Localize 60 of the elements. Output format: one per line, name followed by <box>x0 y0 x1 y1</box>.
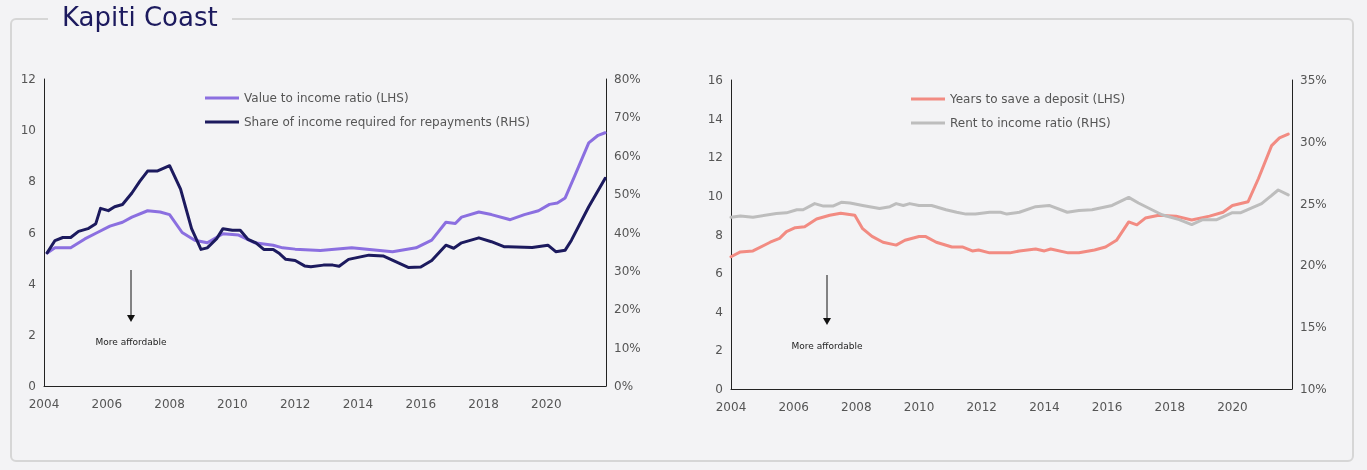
y-tick-label: 6 <box>715 266 723 281</box>
y2-tick-label: 15% <box>1300 320 1327 335</box>
x-tick-label: 2014 <box>342 397 374 411</box>
x-tick-label: 2006 <box>91 397 123 411</box>
x-tick-label: 2012 <box>279 397 311 411</box>
y2-tick-label: 60% <box>614 148 641 163</box>
y-tick-label: 0 <box>28 379 36 393</box>
y2-tick-label: 30% <box>1300 134 1327 149</box>
line-series <box>45 164 607 269</box>
y-tick-label: 10 <box>20 123 36 138</box>
legend-label: Value to income ratio (LHS) <box>244 91 409 105</box>
y2-tick-label: 50% <box>614 187 641 202</box>
y-tick-label: 10 <box>707 188 723 203</box>
y2-tick-label: 30% <box>614 263 641 278</box>
x-tick-label: 2016 <box>405 397 437 411</box>
x-tick-label: 2016 <box>1091 400 1123 414</box>
y-tick-label: 6 <box>28 225 36 240</box>
y2-tick-label: 0% <box>614 379 634 393</box>
y-tick-label: 14 <box>707 111 723 126</box>
y-tick-label: 16 <box>707 73 723 87</box>
line-series <box>729 132 1290 259</box>
y2-tick-label: 20% <box>614 302 641 317</box>
y2-tick-label: 25% <box>1300 196 1327 211</box>
x-tick-label: 2008 <box>154 397 185 411</box>
chart-title: Kapiti Coast <box>48 2 232 32</box>
legend-label: Years to save a deposit (LHS) <box>949 92 1126 106</box>
y-tick-label: 8 <box>28 174 36 189</box>
x-tick-label: 2010 <box>903 400 935 414</box>
y2-tick-label: 80% <box>614 72 641 86</box>
y2-tick-label: 40% <box>614 225 641 240</box>
y-tick-label: 12 <box>707 150 723 165</box>
annotation: More affordable <box>95 337 167 347</box>
x-tick-label: 2004 <box>28 397 60 411</box>
y-tick-label: 4 <box>28 276 36 291</box>
x-tick-label: 2014 <box>1029 400 1060 414</box>
x-tick-label: 2020 <box>531 397 562 411</box>
line-series <box>729 188 1290 227</box>
x-tick-label: 2004 <box>715 400 747 414</box>
y-tick-label: 2 <box>28 327 36 342</box>
x-tick-label: 2018 <box>1154 400 1186 414</box>
x-tick-label: 2010 <box>217 397 248 411</box>
y2-tick-label: 20% <box>1300 258 1327 273</box>
x-tick-label: 2006 <box>778 400 809 414</box>
y2-tick-label: 70% <box>614 110 641 125</box>
x-tick-label: 2012 <box>966 400 997 414</box>
y2-tick-label: 10% <box>1300 382 1327 396</box>
y-tick-label: 0 <box>715 382 723 396</box>
annotation: More affordable <box>791 341 863 351</box>
y-tick-label: 8 <box>715 227 723 242</box>
y-tick-label: 2 <box>715 343 723 358</box>
x-tick-label: 2008 <box>841 400 872 414</box>
legend-label: Rent to income ratio (RHS) <box>950 116 1111 130</box>
y2-tick-label: 10% <box>614 340 641 355</box>
x-tick-label: 2018 <box>468 397 499 411</box>
legend-label: Share of income required for repayments (RHS) <box>244 115 530 129</box>
y-tick-label: 4 <box>715 304 723 319</box>
line-series <box>45 131 607 255</box>
y-tick-label: 12 <box>20 72 36 86</box>
y2-tick-label: 35% <box>1300 73 1327 87</box>
x-tick-label: 2020 <box>1217 400 1248 414</box>
